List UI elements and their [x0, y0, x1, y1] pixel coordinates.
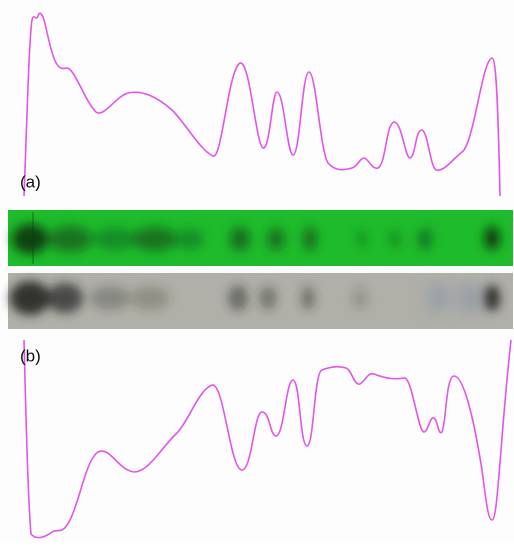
- tlc-strip-green: [8, 210, 513, 266]
- panel-label: (a): [20, 172, 41, 191]
- tlc-strip-gray: [8, 273, 513, 329]
- figure: (a): [0, 0, 514, 542]
- panel-label: (b): [20, 346, 41, 365]
